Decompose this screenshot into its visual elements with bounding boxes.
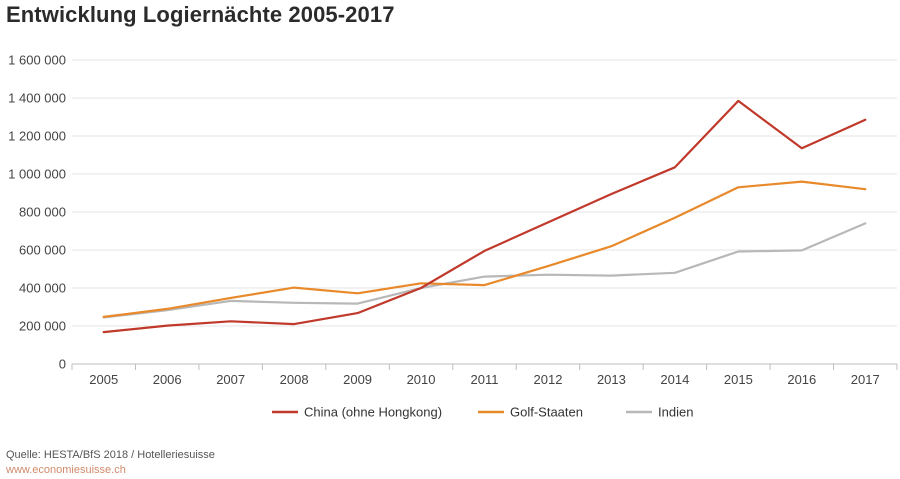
x-tick-label: 2016 — [787, 372, 816, 387]
y-tick-label: 400 000 — [19, 281, 66, 296]
chart-title: Entwicklung Logiernächte 2005-2017 — [6, 2, 395, 27]
y-tick-label: 600 000 — [19, 243, 66, 258]
legend-label: Indien — [658, 405, 693, 420]
series-lines — [102, 99, 867, 334]
x-tick-label: 2006 — [153, 372, 182, 387]
x-tick-label: 2008 — [280, 372, 309, 387]
y-tick-label: 200 000 — [19, 319, 66, 334]
x-tick-label: 2009 — [343, 372, 372, 387]
x-tick-label: 2007 — [216, 372, 245, 387]
y-tick-label: 1 400 000 — [8, 91, 66, 106]
series-line-2 — [102, 222, 867, 319]
y-tick-label: 1 600 000 — [8, 53, 66, 68]
x-tick-label: 2005 — [89, 372, 118, 387]
series-line-1 — [102, 180, 867, 318]
legend-label: China (ohne Hongkong) — [304, 405, 442, 420]
x-tick-label: 2011 — [471, 372, 499, 387]
x-tick-label: 2013 — [597, 372, 626, 387]
y-tick-label: 1 200 000 — [8, 129, 66, 144]
y-tick-label: 0 — [59, 357, 66, 372]
legend-label: Golf-Staaten — [510, 405, 583, 420]
source-url[interactable]: www.economiesuisse.ch — [6, 464, 126, 476]
x-tick-label: 2012 — [534, 372, 563, 387]
series-line-0 — [102, 99, 867, 334]
x-tick-label: 2014 — [660, 372, 689, 387]
y-tick-label: 1 000 000 — [8, 167, 66, 182]
x-tick-label: 2017 — [851, 372, 880, 387]
y-axis-ticks: 0 200 000 400 000 600 000 800 000 1 000 000 1 … — [8, 53, 66, 372]
source-note: Quelle: HESTA/BfS 2018 / Hotelleriesuiss… — [6, 449, 215, 461]
x-axis: 2005 2006 2007 2008 2009 2010 2011 2012 2013 2014… — [71, 363, 898, 387]
y-tick-label: 800 000 — [19, 205, 66, 220]
legend: China (ohne Hongkong) Golf-Staaten Indien — [272, 405, 693, 420]
x-tick-label: 2010 — [407, 372, 436, 387]
x-tick-label: 2015 — [724, 372, 753, 387]
